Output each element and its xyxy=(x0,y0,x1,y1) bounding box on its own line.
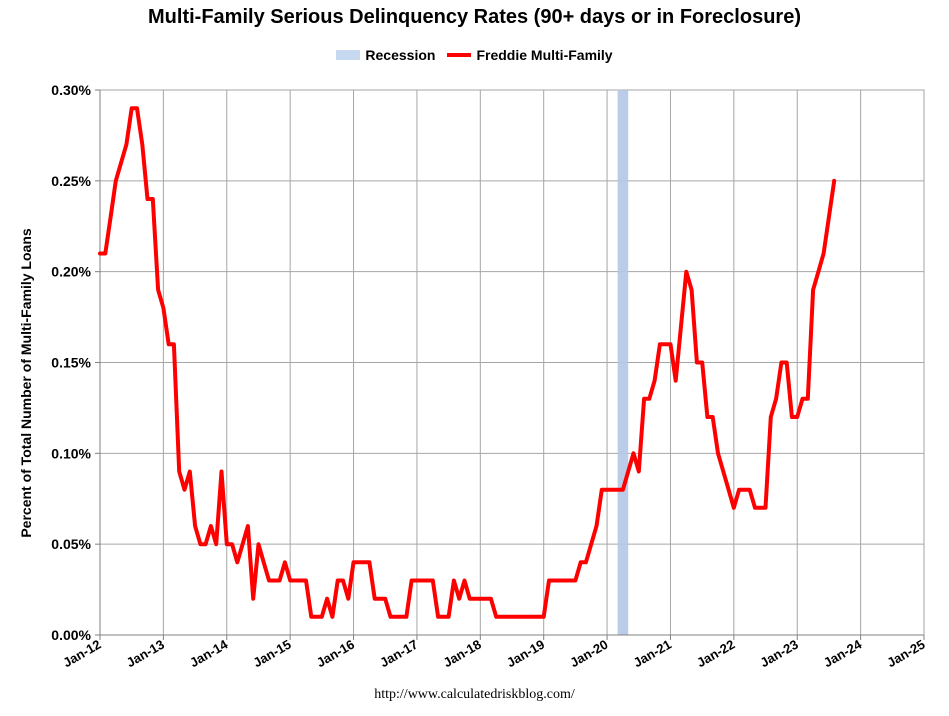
x-tick-label: Jan-17 xyxy=(377,637,420,671)
legend: Recession Freddie Multi-Family xyxy=(0,47,949,63)
y-tick-label: 0.00% xyxy=(51,627,91,643)
x-tick-label: Jan-23 xyxy=(758,637,801,671)
recession-swatch xyxy=(336,50,361,60)
legend-label-recession: Recession xyxy=(365,47,436,63)
x-tick-label: Jan-14 xyxy=(187,636,231,670)
x-tick-label: Jan-21 xyxy=(631,637,674,671)
y-tick-label: 0.25% xyxy=(51,173,91,189)
legend-label-freddie: Freddie Multi-Family xyxy=(476,47,613,63)
source-url: http://www.calculatedriskblog.com/ xyxy=(374,687,575,702)
x-tick-label: Jan-18 xyxy=(441,637,484,671)
x-tick-label: Jan-19 xyxy=(504,637,547,671)
chart-title: Multi-Family Serious Delinquency Rates (… xyxy=(148,6,801,28)
legend-item-freddie: Freddie Multi-Family xyxy=(447,47,613,63)
x-tick-label: Jan-15 xyxy=(250,637,293,671)
y-tick-label: 0.15% xyxy=(51,355,91,371)
y-tick-label: 0.20% xyxy=(51,264,91,280)
series-line-freddie-multi-family xyxy=(98,106,837,619)
x-tick-label: Jan-24 xyxy=(821,636,865,670)
recession-band xyxy=(617,90,629,635)
series-swatch xyxy=(447,53,472,57)
y-tick-label: 0.10% xyxy=(51,445,91,461)
y-tick-label: 0.05% xyxy=(51,536,91,552)
legend-item-recession: Recession xyxy=(336,47,435,63)
x-tick-label: Jan-20 xyxy=(567,637,610,671)
x-tick-label: Jan-22 xyxy=(694,637,737,671)
y-tick-label: 0.30% xyxy=(51,82,91,98)
x-tick-label: Jan-25 xyxy=(884,637,927,671)
x-tick-label: Jan-16 xyxy=(314,637,357,671)
x-tick-label: Jan-13 xyxy=(124,637,167,671)
